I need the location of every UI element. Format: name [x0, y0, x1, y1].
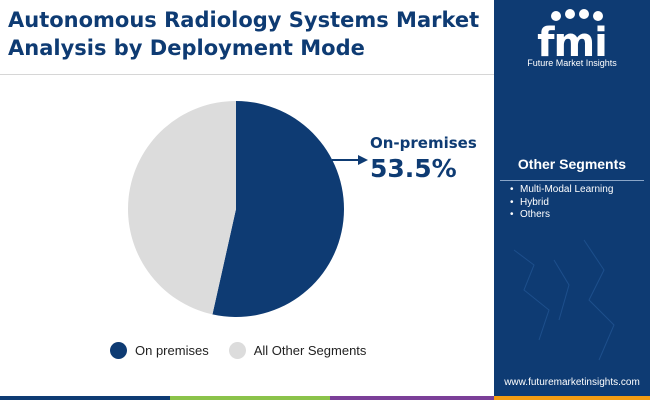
- fmi-logo: fmi: [537, 9, 608, 66]
- bottom-bar-navy: [0, 396, 170, 400]
- legend-swatch-other-segments: [228, 342, 246, 359]
- bottom-bar-purple: [330, 396, 494, 400]
- sidebar-decoration: [513, 239, 615, 361]
- chart-title: Autonomous Radiology Systems Market Anal…: [8, 6, 480, 62]
- pie-slices: [127, 101, 344, 317]
- sidebar-heading: Other Segments: [517, 156, 627, 172]
- sidebar-panel: fmi Future Market Insights Other Segment…: [494, 0, 650, 400]
- logo-caption: Future Market Insights: [527, 58, 617, 68]
- sidebar-list-item: • Others: [510, 209, 551, 220]
- pie-slice-on-premises: [212, 101, 344, 317]
- sidebar-list-item: • Multi-Modal Learning: [510, 184, 614, 195]
- bottom-color-bar: [0, 396, 650, 400]
- svg-text:fmi: fmi: [537, 20, 607, 66]
- callout-label: On-premises: [370, 134, 477, 152]
- legend-swatch-on-premises: [110, 342, 127, 359]
- callout-value: 53.5%: [370, 154, 457, 183]
- pie-chart: [127, 101, 368, 317]
- legend-label-other-segments: All Other Segments: [253, 343, 367, 358]
- callout-arrow-icon: [332, 155, 368, 165]
- legend-item-on-premises: On premises: [110, 342, 209, 359]
- bottom-bar-orange: [494, 396, 650, 400]
- legend-item-other-segments: All Other Segments: [228, 342, 367, 359]
- sidebar-divider: [500, 180, 644, 181]
- sidebar-list-item: • Hybrid: [510, 196, 549, 208]
- chart-title-line-1: Autonomous Radiology Systems Market: [8, 8, 480, 32]
- title-divider: [0, 74, 494, 75]
- pie-slice-all-other-segments: [127, 101, 236, 315]
- chart-legend: On premises All Other Segments: [110, 342, 386, 359]
- bottom-bar-green: [170, 396, 330, 400]
- chart-title-line-2: Analysis by Deployment Mode: [8, 36, 365, 60]
- website-link[interactable]: www.futuremarketinsights.com: [504, 377, 640, 388]
- legend-label-on-premises: On premises: [135, 343, 209, 358]
- sidebar-segment-list: • Multi-Modal Learning • Hybrid • Others: [510, 184, 613, 222]
